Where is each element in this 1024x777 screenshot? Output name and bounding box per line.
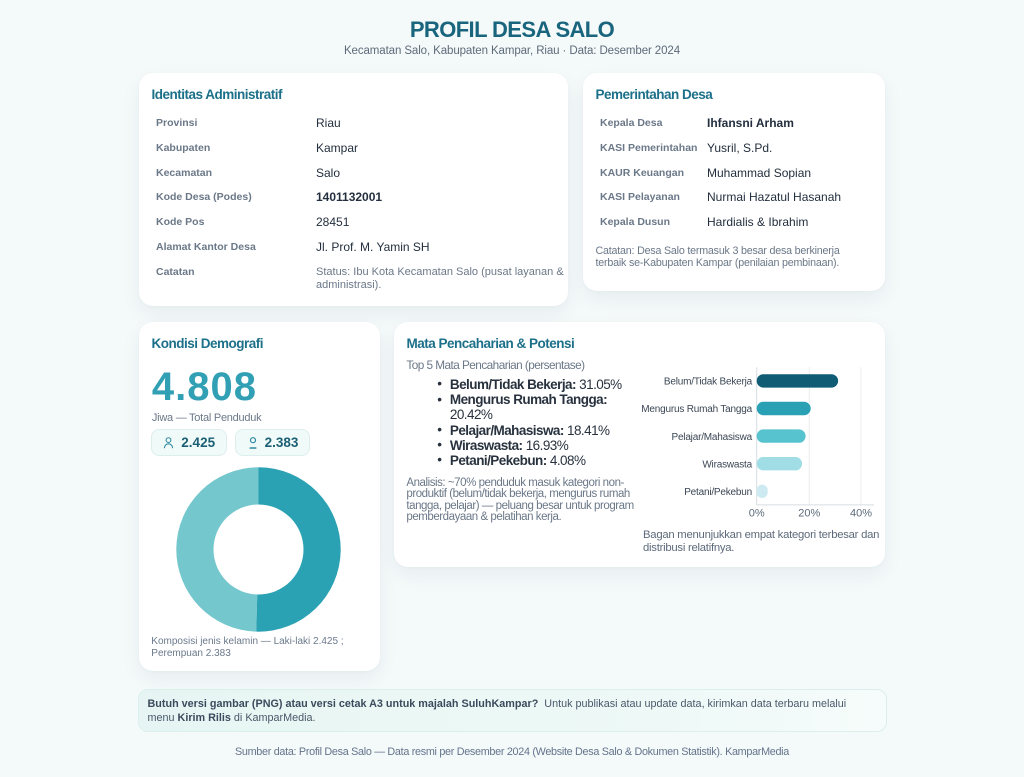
svg-text:Petani/Pekebun: Petani/Pekebun [684,487,752,498]
svg-text:0%: 0% [749,508,765,520]
svg-text:Mengurus Rumah Tangga: Mengurus Rumah Tangga [641,404,752,415]
svg-text:Belum/Tidak Bekerja: Belum/Tidak Bekerja [664,376,753,387]
svg-text:20%: 20% [798,508,820,520]
svg-text:Wiraswasta: Wiraswasta [702,459,752,470]
svg-text:40%: 40% [850,508,872,520]
svg-text:Pelajar/Mahasiswa: Pelajar/Mahasiswa [671,432,752,443]
